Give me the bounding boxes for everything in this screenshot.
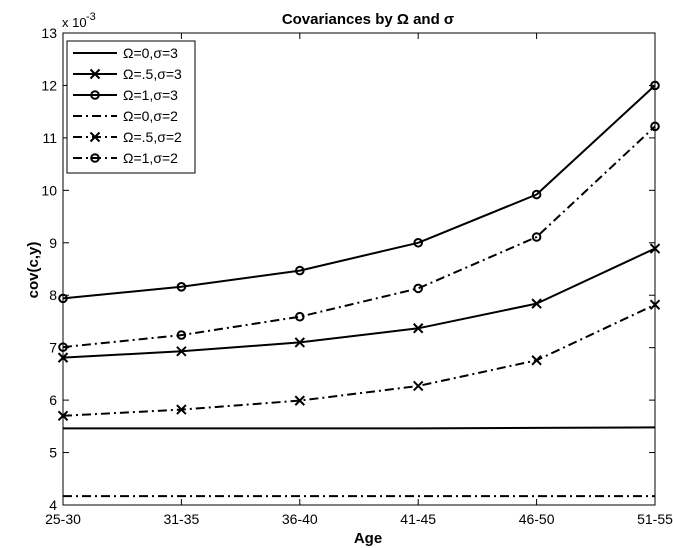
series-3-point (413, 237, 424, 248)
series-line-5 (62, 303, 656, 417)
series-5-point (412, 380, 424, 392)
marker-stroke (89, 131, 101, 143)
series-6-point (413, 283, 424, 294)
y-tick-label: 7 (49, 340, 57, 356)
marker-stroke (176, 404, 187, 415)
series-5-point (57, 410, 69, 422)
chart-title: Covariances by Ω and σ (282, 11, 454, 28)
x-tick-label: 25-30 (45, 511, 81, 527)
marker-stroke (649, 243, 661, 254)
series-2-point (57, 352, 69, 363)
x-tick-label: 41-45 (400, 511, 436, 527)
y-tick-label: 12 (41, 77, 57, 93)
x-tick-label: 36-40 (282, 511, 318, 527)
marker-stroke (176, 346, 187, 357)
y-tick-label: 11 (42, 130, 57, 146)
legend-label-3: Ω=1,σ=3 (123, 87, 178, 103)
series-2-point (531, 298, 542, 309)
x-tick-label: 46-50 (519, 511, 555, 527)
series-3-point (650, 80, 660, 91)
series-2-point (649, 243, 661, 254)
series-6-point (176, 330, 187, 340)
legend-label-5: Ω=.5,σ=2 (123, 129, 182, 145)
series-6-point (295, 311, 305, 322)
legend-marker-3 (90, 90, 100, 100)
x-tick-label: 31-35 (163, 511, 199, 527)
legend-box (66, 40, 196, 174)
series-5-point (176, 404, 187, 415)
series-3-point (295, 265, 305, 276)
y-exponent-label: x 10 (62, 15, 87, 30)
marker-stroke (89, 68, 101, 80)
y-tick-label: 5 (49, 445, 57, 461)
series-2-point (294, 337, 306, 348)
series-2-point (412, 323, 424, 334)
series-6-point (531, 232, 542, 242)
series-3-point (531, 189, 542, 200)
marker-stroke (57, 410, 69, 422)
series-line-6 (62, 125, 656, 349)
x-tick-label: 51-55 (637, 511, 673, 527)
marker-stroke (294, 337, 306, 348)
x-axis-title: Age (354, 530, 382, 547)
series-6-point (58, 342, 68, 352)
series-5-point (294, 395, 306, 406)
marker-stroke (412, 380, 424, 392)
series-line-1 (63, 426, 656, 430)
series-line-3 (62, 84, 656, 300)
y-tick-label: 13 (41, 25, 57, 41)
y-tick-label: 6 (49, 392, 57, 408)
marker-stroke (57, 352, 69, 363)
series-2-point (176, 346, 187, 357)
legend-label-6: Ω=1,σ=2 (123, 150, 178, 166)
y-tick-label: 4 (49, 497, 57, 513)
series-3-point (58, 293, 68, 304)
series-line-2 (62, 247, 656, 359)
marker-stroke (531, 298, 542, 309)
series-3-point (176, 282, 187, 292)
series-5-point (531, 355, 542, 366)
series-5-point (649, 299, 661, 310)
marker-stroke (531, 355, 542, 366)
y-tick-label: 9 (49, 235, 57, 251)
marker-stroke (294, 395, 306, 406)
legend: Ω=0,σ=3 Ω=.5,σ=3 Ω=1,σ=3 Ω=0,σ=2 Ω=.5,σ=2 Ω=1… (66, 40, 196, 174)
marker-stroke (412, 323, 424, 334)
y-exponent-power: -3 (86, 11, 96, 23)
y-axis-title: cov(c,y) (25, 242, 42, 299)
y-tick-label: 10 (41, 182, 57, 198)
y-tick-label: 8 (49, 287, 57, 303)
legend-marker-2 (89, 68, 101, 80)
legend-label-2: Ω=.5,σ=3 (123, 66, 182, 82)
legend-label-4: Ω=0,σ=2 (123, 108, 178, 124)
legend-marker-5 (89, 131, 101, 143)
series-6-point (650, 121, 660, 132)
legend-marker-6 (90, 153, 100, 163)
marker-stroke (649, 299, 661, 310)
legend-label-1: Ω=0,σ=3 (123, 45, 178, 61)
